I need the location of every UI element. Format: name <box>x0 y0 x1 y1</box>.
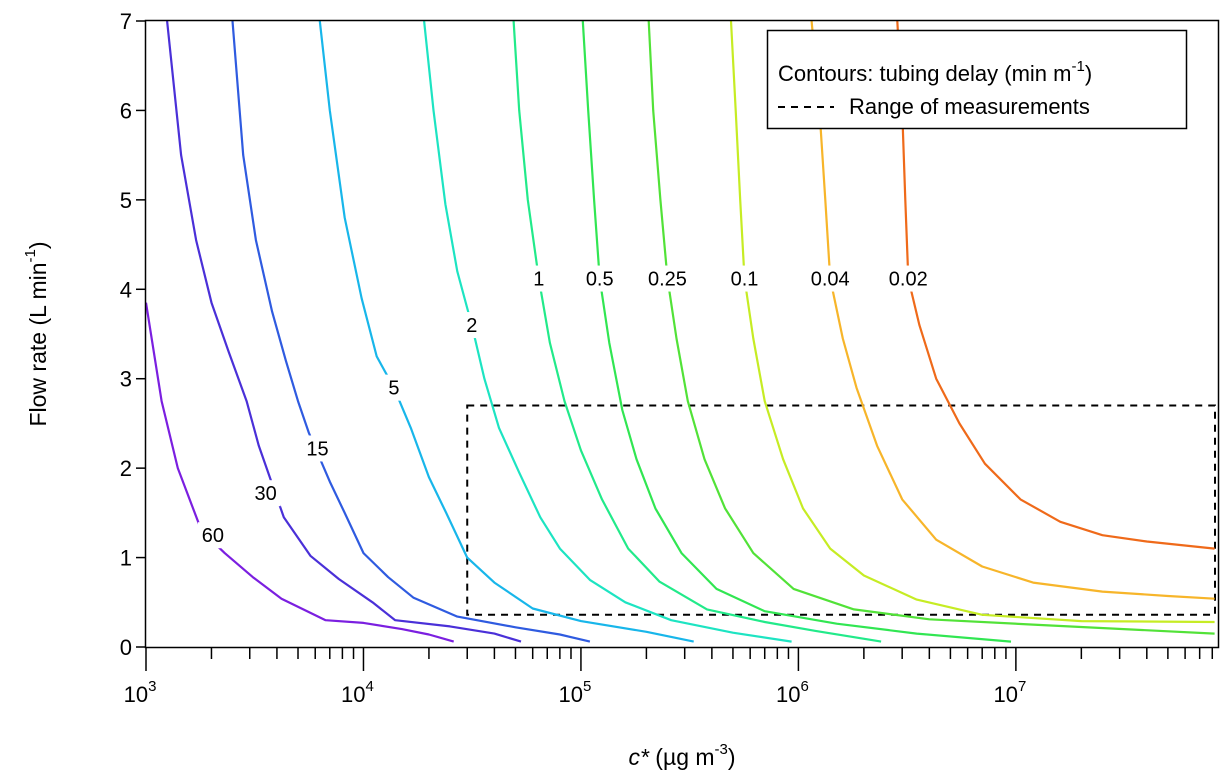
contour-label-bg <box>529 265 549 292</box>
contour-line-0-02 <box>896 20 1215 550</box>
contour-label: 15 <box>306 438 328 460</box>
x-tick-exp: 6 <box>800 678 808 695</box>
contour-labels: 60 30 15 5 2 1 0.5 0.25 0.1 0.04 0.02 <box>197 265 935 549</box>
contour-label-bg <box>462 312 482 339</box>
contour-label: 0.04 <box>811 269 850 291</box>
contour-label: 0.1 <box>731 269 759 291</box>
contour-label-bg <box>250 480 281 507</box>
contour-label-bg <box>579 265 621 292</box>
contour-line-0-25 <box>647 20 1215 635</box>
contour-label: 0.25 <box>648 269 687 291</box>
x-axis-title-text: (µg m <box>649 744 715 770</box>
legend-contours-sup: -1 <box>1071 58 1084 75</box>
contour-label: 0.5 <box>586 269 614 291</box>
contour-label: 5 <box>388 378 399 400</box>
contour-label: 2 <box>466 315 477 337</box>
x-tick-label: 103 <box>124 678 157 707</box>
x-tick-label: 105 <box>559 678 592 707</box>
range-of-measurements-rect <box>466 404 1217 616</box>
contour-label: 30 <box>255 483 277 505</box>
contour-line-30 <box>166 20 522 643</box>
contour-label: 60 <box>202 525 224 547</box>
contour-label-bg <box>882 265 935 292</box>
contour-line-0-04 <box>810 20 1215 600</box>
x-axis: 103 104 105 106 107 <box>124 647 1026 707</box>
contour-line-5 <box>318 20 694 643</box>
contour-label-bg <box>641 265 694 292</box>
y-tick-label: 0 <box>120 635 132 660</box>
contour-line-0-5 <box>581 20 1012 643</box>
y-tick-label: 3 <box>120 367 132 392</box>
y-axis-title: Flow rate (L min-1) <box>22 241 51 426</box>
y-tick-label: 7 <box>120 9 132 34</box>
contour-line-60 <box>144 302 455 643</box>
contour-label: 0.02 <box>889 269 928 291</box>
y-axis-title-text: Flow rate (L min <box>25 262 51 426</box>
x-tick-base: 10 <box>993 682 1017 707</box>
x-tick-base: 10 <box>341 682 365 707</box>
contour-line-15 <box>231 20 591 643</box>
x-tick-base: 10 <box>124 682 148 707</box>
legend: Contours: tubing delay (min m-1) Range o… <box>766 29 1188 130</box>
x-tick-exp: 4 <box>366 678 374 695</box>
x-axis-title-end: ) <box>728 744 736 770</box>
x-tick-label: 107 <box>993 678 1026 707</box>
contour-line-1 <box>512 20 882 643</box>
y-tick-label: 5 <box>120 188 132 213</box>
x-tick-exp: 5 <box>583 678 591 695</box>
y-axis: 0 1 2 3 4 5 6 7 <box>120 9 146 660</box>
contour-label-bg <box>384 374 404 401</box>
contour-line-0-1 <box>729 20 1215 624</box>
y-tick-label: 4 <box>120 277 132 302</box>
y-tick-label: 1 <box>120 546 132 571</box>
contour-series <box>144 20 1215 643</box>
x-tick-base: 10 <box>559 682 583 707</box>
y-tick-label: 2 <box>120 456 132 481</box>
contour-line-2 <box>423 20 792 643</box>
range-of-measurements-box <box>466 404 1217 616</box>
contour-label-bg <box>723 265 765 292</box>
x-minor-ticks <box>210 647 1214 659</box>
x-axis-title-italic: c* <box>628 744 650 770</box>
x-axis-title: c* (µg m-3) <box>628 741 735 770</box>
y-tick-label: 6 <box>120 98 132 123</box>
contour-label-bg <box>804 265 857 292</box>
legend-contours-entry: Contours: tubing delay (min m-1) <box>778 58 1092 86</box>
x-axis-title-sup: -3 <box>715 741 728 758</box>
contour-label: 1 <box>533 269 544 291</box>
x-tick-exp: 3 <box>148 678 156 695</box>
x-tick-label: 104 <box>341 678 374 707</box>
legend-box <box>766 29 1188 130</box>
contour-label-bg <box>197 522 228 549</box>
x-tick-exp: 7 <box>1018 678 1026 695</box>
legend-contours-end: ) <box>1085 61 1092 86</box>
legend-contours-label: Contours: tubing delay (min m <box>778 61 1071 86</box>
contour-label-bg <box>302 435 333 462</box>
y-axis-title-end: ) <box>25 241 51 249</box>
y-axis-title-sup: -1 <box>22 249 39 262</box>
x-tick-base: 10 <box>776 682 800 707</box>
plot-frame <box>144 19 1220 649</box>
legend-range-label: Range of measurements <box>849 94 1090 119</box>
x-tick-label: 106 <box>776 678 809 707</box>
